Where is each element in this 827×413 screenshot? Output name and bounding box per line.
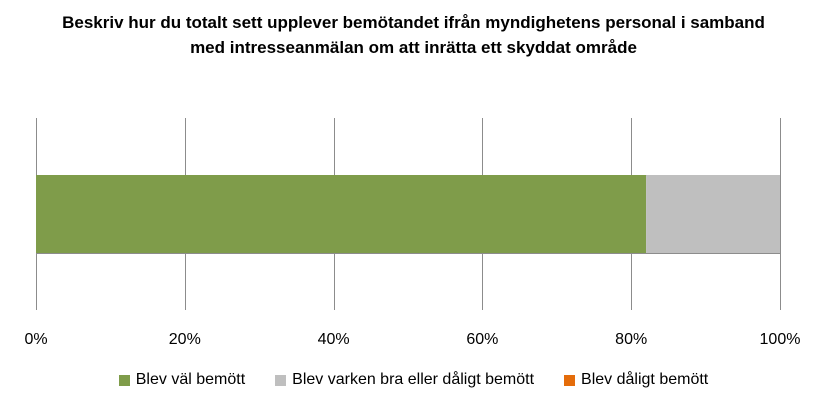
x-tick-label-3: 60% [466,331,498,348]
bars [36,175,780,253]
x-tick-label-0: 0% [24,331,47,348]
bar-segment-1 [646,175,780,253]
x-tick-label-5: 100% [760,331,801,348]
legend-swatch-2 [564,374,576,386]
x-tick-label-4: 80% [615,331,647,348]
legend-label-1: Blev varken bra eller dåligt bemött [292,371,535,388]
legend-item-0: Blev väl bemött [118,371,246,389]
bar-segment-0 [36,175,647,253]
x-tick-label-2: 40% [318,331,350,348]
legend-swatch-1 [275,374,287,386]
chart-title: Beskriv hur du totalt sett upplever bemö… [62,13,765,57]
legend-item-1: Blev varken bra eller dåligt bemött [275,371,534,389]
x-tick-label-1: 20% [169,331,201,348]
legend: Blev väl bemött Blev varken bra eller då… [0,371,827,389]
legend-label-0: Blev väl bemött [135,371,246,388]
x-axis-ticks: 0% 20% 40% 60% 80% 100% [24,331,800,348]
legend-swatch-0 [118,374,130,386]
legend-label-2: Blev dåligt bemött [581,371,709,388]
legend-item-2: Blev dåligt bemött [564,371,708,389]
